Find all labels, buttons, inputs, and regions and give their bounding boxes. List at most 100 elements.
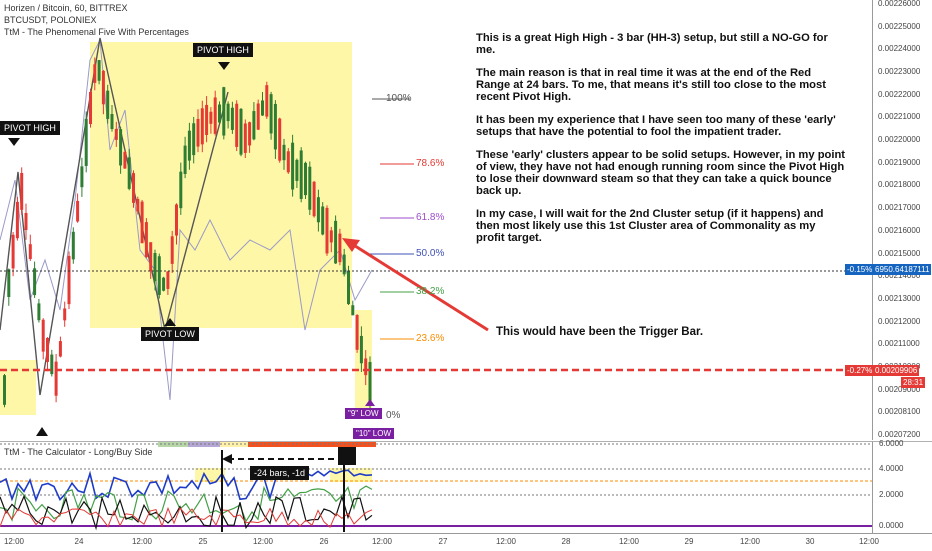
main-chart-pane[interactable]: Horizen / Bitcoin, 60, BITTREX BTCUSDT, … — [0, 0, 872, 440]
candle-body — [7, 269, 11, 297]
candle-body — [162, 277, 166, 291]
candle-body — [235, 103, 239, 147]
price-axis-label: 0.00220000 — [878, 135, 921, 145]
candle-body — [230, 107, 234, 130]
candle-body — [170, 236, 174, 264]
candle-body — [58, 341, 62, 357]
candle-body — [209, 111, 213, 124]
nine-low-label: "9" LOW — [345, 408, 382, 419]
candle-body — [67, 255, 71, 305]
candle-body — [101, 70, 105, 105]
btcusdt-compare-line — [0, 38, 373, 401]
candle-body — [132, 173, 135, 203]
candle-body — [89, 91, 92, 125]
candle-body — [41, 319, 45, 352]
time-label: 12:00 — [858, 537, 880, 546]
price-axis-label: 0.00219000 — [878, 157, 921, 167]
candle-body — [93, 64, 97, 83]
last-price-tag: 0.00209906 — [873, 365, 920, 376]
trigger-arrow-line — [351, 242, 489, 332]
price-axis-label: 0.00211000 — [878, 339, 920, 349]
candle-body — [179, 171, 183, 209]
time-label: 27 — [438, 537, 448, 546]
candle-body — [261, 100, 264, 116]
candle-body — [123, 151, 127, 169]
candle-body — [222, 87, 226, 136]
right-range-box — [355, 310, 372, 410]
annotation-paragraph: The main reason is that in real time it … — [476, 67, 826, 103]
time-label: 24 — [74, 537, 84, 546]
symbol-legend[interactable]: Horizen / Bitcoin, 60, BITTREX — [4, 3, 128, 13]
candle-body — [368, 362, 372, 406]
countdown-tag: 28:31 — [901, 377, 926, 388]
calculator-axis[interactable]: 6.0000 4.0000 2.0000 0.0000 — [872, 439, 932, 534]
candle-body — [114, 128, 118, 140]
pivot-low-label: PIVOT LOW — [141, 327, 199, 341]
candle-body — [97, 60, 101, 81]
candle-body — [359, 335, 363, 364]
time-axis[interactable]: 12:00 24 12:00 25 12:00 26 12:00 27 12:0… — [0, 533, 932, 551]
zigzag-line — [0, 37, 229, 396]
candle-body — [50, 354, 54, 375]
candle-body — [278, 118, 282, 161]
candle-body — [24, 212, 28, 231]
price-chart-canvas[interactable] — [0, 0, 872, 440]
calculator-legend[interactable]: TtM - The Calculator - Long/Buy Side — [4, 447, 153, 457]
compare-legend[interactable]: BTCUSDT, POLONIEX — [4, 15, 97, 25]
pivot-high-arrow — [218, 62, 230, 70]
cluster-block — [338, 447, 356, 465]
candle-body — [226, 103, 230, 122]
candle-body — [127, 157, 131, 189]
candle-body — [15, 201, 19, 239]
candle-body — [312, 181, 316, 217]
candle-body — [338, 233, 342, 263]
osc-axis-label: 4.0000 — [879, 464, 904, 473]
candle-body — [196, 118, 200, 147]
analysis-annotation[interactable]: This is a great High High - 3 bar (HH-3)… — [476, 32, 846, 255]
price-axis-label: 0.00221000 — [878, 112, 921, 122]
annotation-paragraph: In my case, I will wait for the 2nd Clus… — [476, 208, 824, 244]
candle-body — [110, 113, 114, 130]
price-axis-label: 0.00209000 — [878, 384, 921, 394]
candle-body — [183, 145, 187, 174]
time-label: 28 — [561, 537, 571, 546]
time-label: 12:00 — [371, 537, 393, 546]
pivot-high-left-label: PIVOT HIGH — [0, 121, 60, 135]
price-axis[interactable]: 0.00226000 0.00225000 0.00224000 0.00223000… — [845, 0, 932, 440]
price-axis-label: 0.00214000 — [878, 271, 921, 281]
calculator-line — [0, 506, 373, 529]
fib-236-label: 23.6% — [416, 333, 445, 344]
candle-body — [192, 123, 196, 156]
candle-body — [334, 220, 338, 264]
candle-body — [269, 94, 273, 134]
candle-body — [299, 150, 303, 199]
time-label: 12:00 — [618, 537, 640, 546]
fib-0-label: 0% — [386, 410, 401, 421]
price-axis-label: 0.00218000 — [878, 180, 921, 190]
candle-body — [187, 130, 191, 161]
fib-levels — [368, 98, 414, 340]
time-label: 26 — [319, 537, 329, 546]
trigger-bar-note[interactable]: This would have been the Trigger Bar. — [496, 326, 704, 338]
candle-body — [282, 144, 286, 161]
candle-body — [63, 308, 67, 321]
calculator-pane[interactable]: TtM - The Calculator - Long/Buy Side -24… — [0, 441, 872, 534]
candle-body — [218, 104, 221, 123]
indicator-legend[interactable]: TtM - The Phenomenal Five With Percentag… — [4, 27, 189, 37]
candle-body — [355, 315, 359, 350]
candle-body — [265, 85, 269, 117]
time-label: 12:00 — [739, 537, 761, 546]
time-label: 30 — [805, 537, 815, 546]
bars-range-arrowhead — [222, 454, 232, 464]
pivot-high-left-arrow — [8, 138, 20, 146]
calculator-canvas[interactable] — [0, 442, 872, 534]
candle-body — [213, 97, 217, 134]
candle-body — [149, 242, 153, 272]
candle-body — [144, 222, 148, 258]
price-axis-label: 0.00217000 — [878, 203, 921, 213]
annotation-paragraph: These 'early' clusters appear to be soli… — [476, 149, 846, 197]
time-label: 29 — [684, 537, 694, 546]
candle-body — [243, 123, 247, 153]
nine-low-arrow — [365, 399, 375, 406]
candle-body — [37, 303, 41, 321]
